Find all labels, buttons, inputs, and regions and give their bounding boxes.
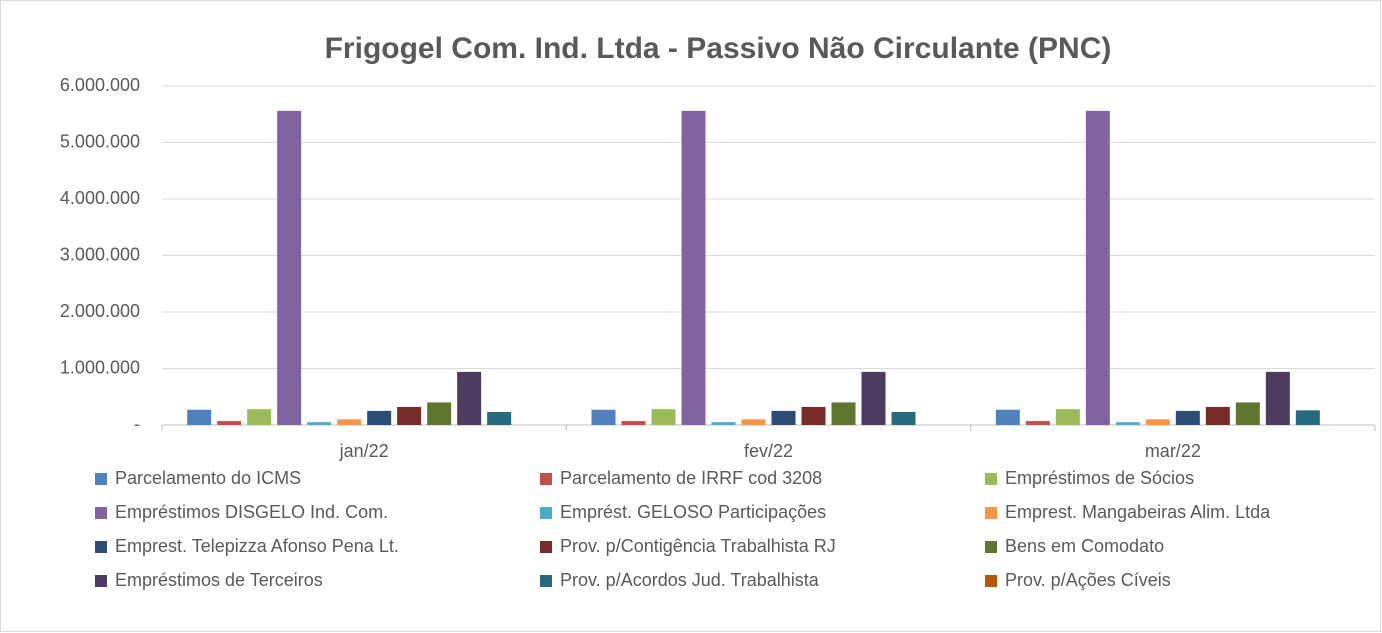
bar bbox=[1265, 371, 1290, 425]
legend-label: Parcelamento do ICMS bbox=[115, 468, 301, 488]
x-tick-label: fev/22 bbox=[744, 441, 793, 461]
bar bbox=[831, 402, 856, 425]
legend-label: Emprest. Telepizza Afonso Pena Lt. bbox=[115, 536, 399, 556]
bar bbox=[367, 410, 392, 425]
y-tick-label: - bbox=[134, 414, 140, 434]
legend-label: Emprést. GELOSO Participações bbox=[560, 502, 826, 522]
bar bbox=[307, 422, 332, 425]
bar bbox=[1145, 419, 1170, 425]
bar bbox=[861, 371, 886, 425]
bar bbox=[1055, 409, 1080, 425]
bar bbox=[247, 409, 272, 425]
legend-label: Empréstimos de Sócios bbox=[1005, 468, 1194, 488]
y-tick-label: 4.000.000 bbox=[60, 188, 140, 208]
bar bbox=[1235, 402, 1260, 425]
bar bbox=[397, 406, 422, 425]
bar bbox=[1175, 410, 1200, 425]
bar bbox=[711, 422, 736, 425]
legend-label: Bens em Comodato bbox=[1005, 536, 1164, 556]
bar bbox=[487, 412, 512, 425]
x-tick-label: mar/22 bbox=[1145, 441, 1201, 461]
bar bbox=[1205, 406, 1230, 425]
legend-swatch bbox=[985, 473, 997, 485]
legend-swatch bbox=[95, 575, 107, 587]
legend-label: Parcelamento de IRRF cod 3208 bbox=[560, 468, 822, 488]
bar bbox=[1295, 410, 1320, 425]
bar bbox=[621, 421, 646, 425]
legend-swatch bbox=[985, 507, 997, 519]
legend-swatch bbox=[95, 541, 107, 553]
legend-swatch bbox=[985, 575, 997, 587]
bar bbox=[277, 110, 302, 426]
chart-title: Frigogel Com. Ind. Ltda - Passivo Não Ci… bbox=[325, 32, 1112, 65]
legend-swatch bbox=[540, 575, 552, 587]
y-tick-label: 6.000.000 bbox=[60, 75, 140, 95]
bar bbox=[891, 412, 916, 425]
bar bbox=[457, 371, 482, 425]
legend-swatch bbox=[540, 507, 552, 519]
bar bbox=[1115, 422, 1140, 425]
bar bbox=[995, 409, 1020, 425]
bar bbox=[1085, 110, 1110, 426]
bar bbox=[591, 409, 616, 425]
y-tick-label: 5.000.000 bbox=[60, 131, 140, 151]
legend-swatch bbox=[540, 541, 552, 553]
bar bbox=[801, 406, 826, 425]
bar bbox=[741, 419, 766, 425]
y-tick-label: 1.000.000 bbox=[60, 357, 140, 377]
bar bbox=[187, 409, 212, 425]
legend-swatch bbox=[95, 473, 107, 485]
legend-label: Prov. p/Acordos Jud. Trabalhista bbox=[560, 570, 820, 590]
bar bbox=[337, 419, 362, 425]
legend-label: Prov. p/Ações Cíveis bbox=[1005, 570, 1171, 590]
legend-label: Emprest. Mangabeiras Alim. Ltda bbox=[1005, 502, 1271, 522]
bar bbox=[651, 409, 676, 425]
legend-swatch bbox=[985, 541, 997, 553]
y-tick-label: 2.000.000 bbox=[60, 301, 140, 321]
y-tick-label: 3.000.000 bbox=[60, 244, 140, 264]
bar bbox=[681, 110, 706, 426]
x-tick-label: jan/22 bbox=[339, 441, 389, 461]
legend-label: Empréstimos de Terceiros bbox=[115, 570, 323, 590]
legend-swatch bbox=[540, 473, 552, 485]
bar bbox=[427, 402, 452, 425]
legend-label: Empréstimos DISGELO Ind. Com. bbox=[115, 502, 388, 522]
legend-swatch bbox=[95, 507, 107, 519]
legend-label: Prov. p/Contigência Trabalhista RJ bbox=[560, 536, 836, 556]
bar bbox=[217, 421, 242, 425]
bar bbox=[771, 410, 796, 425]
bar bbox=[1025, 421, 1050, 425]
